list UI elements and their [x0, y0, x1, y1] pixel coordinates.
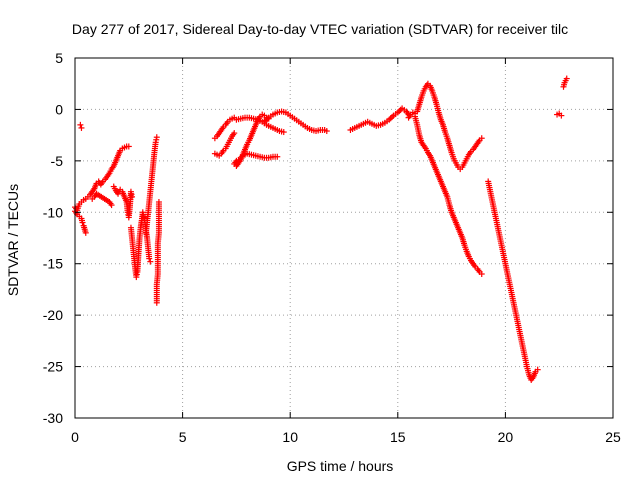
- series-arc-12: [233, 111, 272, 169]
- data-point-marker: [125, 143, 132, 150]
- y-tick-label: -5: [51, 153, 64, 169]
- y-tick-label: -30: [43, 410, 63, 426]
- series-arc-14: [261, 108, 330, 135]
- series-arc-8: [153, 199, 162, 306]
- series-arc-9: [211, 114, 238, 142]
- data-point-marker: [231, 130, 238, 137]
- data-point-marker: [387, 115, 394, 122]
- y-tick-label: -20: [43, 307, 63, 323]
- data-point-marker: [153, 134, 160, 141]
- plot-frame: [74, 57, 614, 419]
- y-tick-label: -10: [43, 204, 63, 220]
- series-arc-18: [485, 178, 541, 383]
- series-arc-6: [127, 209, 154, 281]
- grid-lines: [75, 58, 613, 418]
- x-tick-label: 20: [498, 429, 514, 445]
- series-arc-3: [77, 121, 85, 131]
- data-point-marker: [78, 124, 85, 131]
- x-axis-ticks: 0 5 10 15 20 25: [71, 58, 621, 445]
- y-tick-label: 0: [55, 101, 63, 117]
- series-arc-15: [347, 105, 412, 133]
- data-point-marker: [280, 129, 287, 136]
- data-point-marker: [478, 271, 485, 277]
- data-point-marker: [563, 75, 570, 82]
- series-arc-1: [72, 143, 132, 214]
- data-marks: [72, 75, 570, 383]
- data-point-marker: [153, 299, 160, 306]
- data-point-marker: [274, 153, 281, 160]
- chart-title: Day 277 of 2017, Sidereal Day-to-day VTE…: [72, 21, 568, 37]
- series-arc-7: [143, 134, 160, 236]
- series-arc-10: [211, 130, 238, 159]
- data-point-marker: [264, 116, 271, 123]
- data-point-marker: [77, 121, 84, 128]
- x-tick-label: 10: [282, 429, 298, 445]
- data-point-marker: [129, 193, 136, 200]
- data-point-marker: [79, 219, 86, 226]
- y-tick-label: -15: [43, 256, 63, 272]
- x-tick-label: 5: [179, 429, 187, 445]
- data-point-marker: [108, 202, 115, 209]
- series-arc-20: [560, 75, 570, 90]
- x-tick-label: 15: [390, 429, 406, 445]
- series-arc-5: [110, 183, 136, 221]
- x-axis-label: GPS time / hours: [287, 458, 394, 474]
- y-tick-label: 5: [55, 50, 63, 66]
- data-point-marker: [389, 113, 396, 120]
- data-point-marker: [82, 229, 89, 236]
- series-arc-17: [412, 113, 485, 277]
- x-tick-label: 25: [605, 429, 621, 445]
- data-point-marker: [558, 112, 565, 119]
- data-point-marker: [323, 128, 330, 135]
- data-point-marker: [396, 108, 403, 115]
- data-point-marker: [146, 255, 153, 262]
- data-point-marker: [478, 135, 485, 142]
- data-point-marker: [147, 258, 154, 265]
- data-point-marker: [534, 366, 541, 373]
- series-arc-19: [554, 110, 565, 119]
- y-axis-label: SDTVAR / TECUs: [5, 184, 21, 296]
- series-arc-4: [89, 190, 115, 209]
- series-arc-16: [405, 80, 485, 173]
- y-tick-label: -25: [43, 359, 63, 375]
- y-axis-ticks: 5 0 -5 -10 -15 -20 -25 -30: [43, 50, 613, 426]
- x-tick-label: 0: [71, 429, 79, 445]
